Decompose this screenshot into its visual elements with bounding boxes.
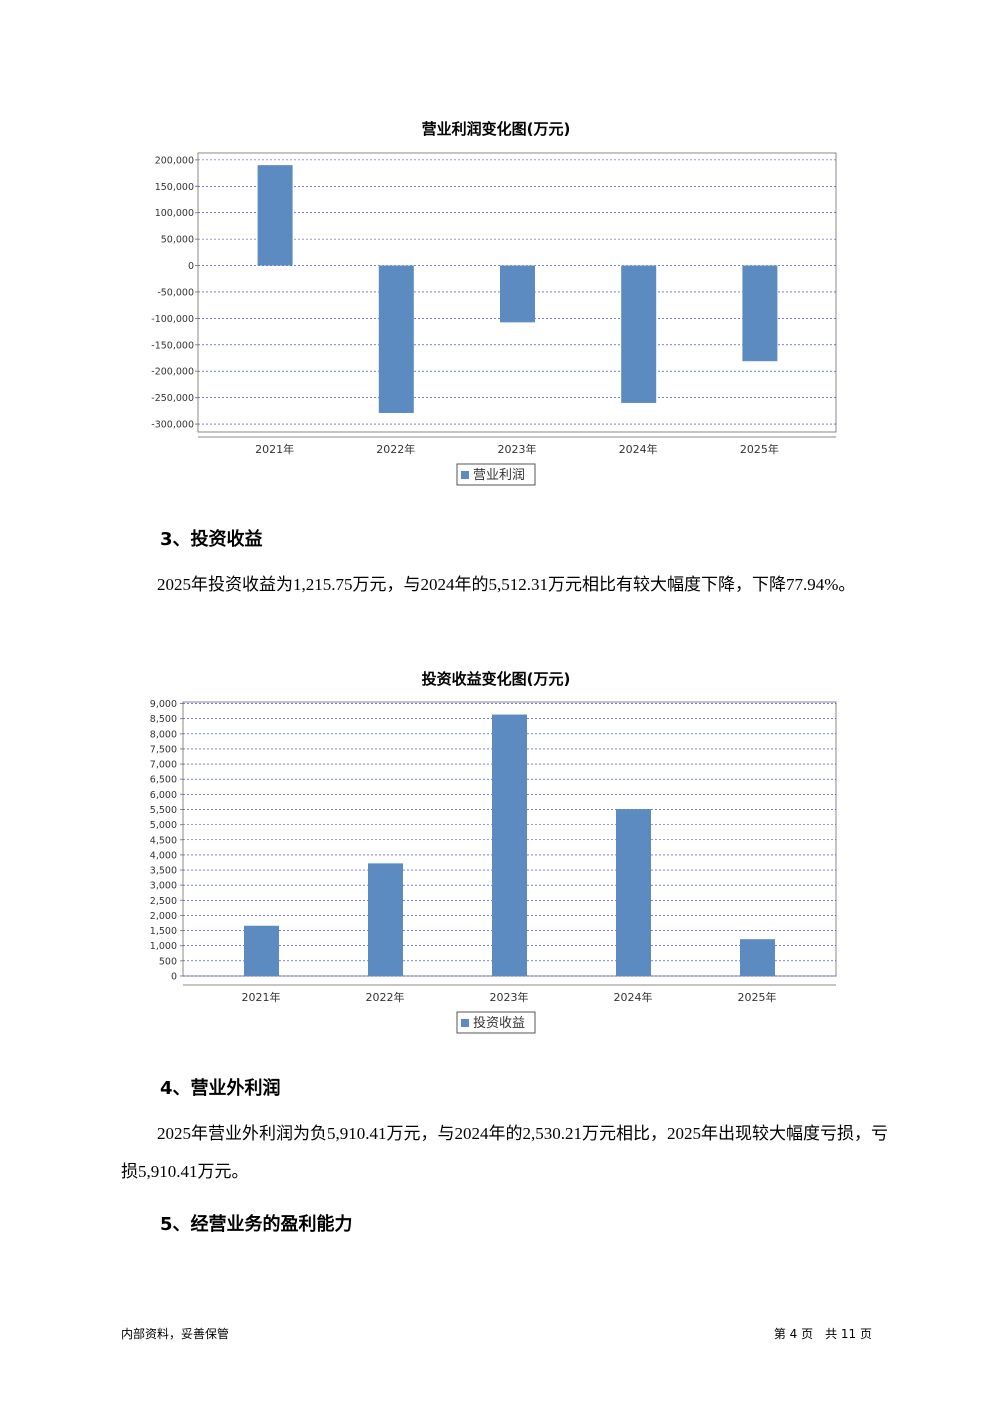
bar xyxy=(500,265,535,323)
legend-swatch xyxy=(461,471,469,479)
y-tick-label: 6,000 xyxy=(150,790,177,801)
x-tick-label: 2021年 xyxy=(242,990,281,1004)
y-tick-label: 6,500 xyxy=(150,775,177,786)
x-tick-label: 2025年 xyxy=(740,442,779,456)
bar xyxy=(616,809,651,976)
bar xyxy=(621,265,657,403)
y-tick-label: 200,000 xyxy=(155,155,194,166)
x-tick-label: 2022年 xyxy=(376,442,415,456)
y-tick-label: -200,000 xyxy=(151,367,194,378)
section-heading: 5、经营业务的盈利能力 xyxy=(160,1214,353,1235)
y-tick-label: 3,500 xyxy=(150,866,177,877)
y-tick-label: 4,500 xyxy=(150,835,177,846)
paragraph: 2025年投资收益为1,215.75万元，与2024年的5,512.31万元相比… xyxy=(157,575,856,594)
section-heading: 4、营业外利润 xyxy=(160,1078,281,1099)
footer-left: 内部资料，妥善保管 xyxy=(121,1327,230,1341)
legend-box xyxy=(456,1011,536,1034)
legend-box xyxy=(456,463,536,486)
paragraph: 2025年营业外利润为负5,910.41万元，与2024年的2,530.21万元… xyxy=(121,1124,888,1181)
x-tick-label: 2024年 xyxy=(614,990,653,1004)
y-tick-label: 50,000 xyxy=(161,235,194,246)
y-tick-label: -100,000 xyxy=(151,314,194,325)
bar xyxy=(740,939,775,976)
x-tick-label: 2022年 xyxy=(366,990,405,1004)
chart-title: 投资收益变化图(万元) xyxy=(422,670,571,688)
chart: 投资收益变化图(万元) 9,000 8,500 8,000 7,500 7,000 6,50… xyxy=(150,670,837,1034)
x-tick-label: 2025年 xyxy=(738,990,777,1004)
y-tick-label: 0 xyxy=(171,972,177,983)
legend-swatch xyxy=(461,1019,469,1027)
y-tick-label: 100,000 xyxy=(155,208,194,219)
y-tick-label: 150,000 xyxy=(155,182,194,193)
y-tick-label: -50,000 xyxy=(157,287,194,298)
y-tick-label: 2,500 xyxy=(150,896,177,907)
bar xyxy=(378,265,414,413)
y-tick-label: 3,000 xyxy=(150,881,177,892)
y-tick-label: 2,000 xyxy=(150,911,177,922)
y-tick-label: 9,000 xyxy=(150,699,177,710)
bar xyxy=(492,714,527,976)
y-tick-label: -150,000 xyxy=(151,340,194,351)
chart-title: 营业利润变化图(万元) xyxy=(422,120,571,138)
bar xyxy=(244,925,279,976)
x-tick-label: 2024年 xyxy=(619,442,658,456)
y-tick-label: -250,000 xyxy=(151,393,194,404)
y-tick-label: 5,000 xyxy=(150,820,177,831)
y-tick-label: 8,500 xyxy=(150,714,177,725)
y-tick-label: 5,500 xyxy=(150,805,177,816)
y-tick-label: 4,000 xyxy=(150,850,177,861)
y-tick-label: 0 xyxy=(188,261,194,272)
y-tick-label: -300,000 xyxy=(151,420,194,431)
y-tick-label: 7,500 xyxy=(150,744,177,755)
legend-label: 营业利润 xyxy=(473,468,525,483)
footer-right: 第 4 页 共 11 页 xyxy=(773,1327,872,1341)
x-tick-label: 2023年 xyxy=(498,442,537,456)
y-tick-label: 1,500 xyxy=(150,926,177,937)
y-tick-label: 7,000 xyxy=(150,760,177,771)
bar xyxy=(368,863,403,976)
legend-label: 投资收益 xyxy=(473,1015,525,1031)
bar xyxy=(257,165,293,266)
x-tick-label: 2023年 xyxy=(490,990,529,1004)
y-tick-label: 8,000 xyxy=(150,729,177,740)
y-tick-label: 500 xyxy=(159,956,177,967)
chart: 营业利润变化图(万元) 200,000 150,000 100,000 50,000 0 -… xyxy=(151,120,837,486)
y-tick-label: 1,000 xyxy=(150,941,177,952)
bar xyxy=(742,265,778,362)
x-tick-label: 2021年 xyxy=(255,442,294,456)
section-heading: 3、投资收益 xyxy=(160,529,263,550)
